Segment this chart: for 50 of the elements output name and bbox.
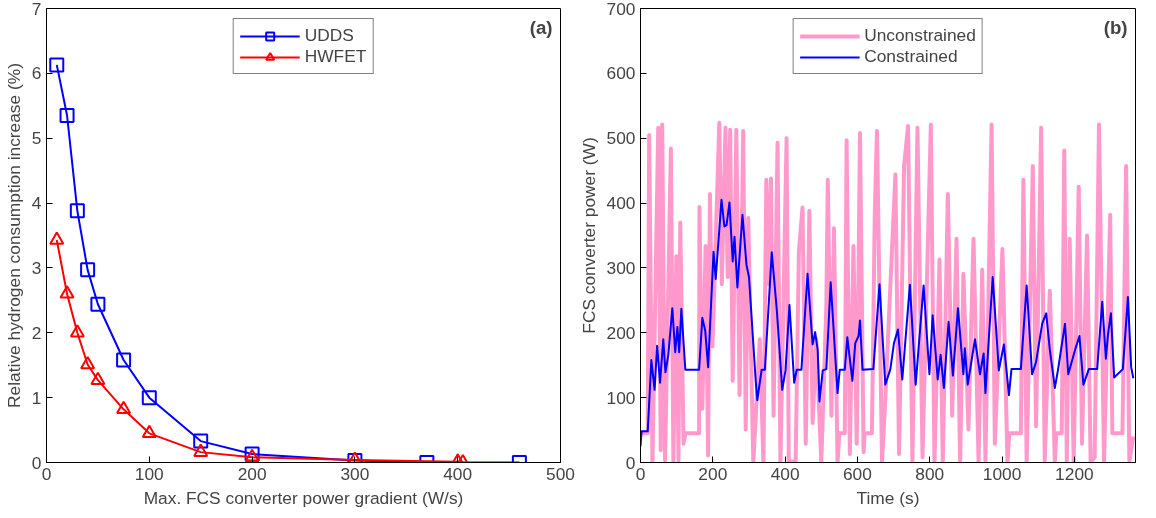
point xyxy=(80,262,96,278)
point xyxy=(59,285,75,299)
x-tick-label: 100 xyxy=(134,463,164,484)
point xyxy=(49,231,65,245)
point xyxy=(59,108,75,124)
y-tick-label: 200 xyxy=(606,322,636,343)
x-tick-label: 1000 xyxy=(982,463,1022,484)
point xyxy=(90,371,106,385)
x-tick-label: 400 xyxy=(443,463,473,484)
point xyxy=(193,443,209,457)
point xyxy=(49,57,65,73)
point xyxy=(116,400,132,415)
point xyxy=(90,296,106,312)
x-tick-label: 200 xyxy=(237,463,267,484)
x-tick-label: 800 xyxy=(915,463,945,484)
point xyxy=(80,356,96,370)
x-tick-label: 500 xyxy=(546,463,575,484)
y-tick-label: 2 xyxy=(31,322,42,343)
point xyxy=(69,324,85,338)
x-axis-title: Time (s) xyxy=(856,487,920,508)
x-tick-label: 600 xyxy=(842,463,872,484)
y-tick-label: 7 xyxy=(31,0,42,19)
y-tick-label: 4 xyxy=(31,193,42,214)
y-tick-label: 600 xyxy=(606,63,636,84)
y-axis-title: Relative hydrogen consumption increase (%) xyxy=(3,63,24,408)
y-tick-label: 3 xyxy=(31,257,42,278)
y-tick-label: 700 xyxy=(606,0,636,19)
annotation: (b) xyxy=(1103,16,1128,38)
point xyxy=(116,352,132,368)
legend-label: Constrained xyxy=(864,46,958,67)
line-series xyxy=(640,198,1135,448)
legend-label: UDDS xyxy=(304,25,354,46)
x-tick-label: 400 xyxy=(770,463,800,484)
x-tick-label: 300 xyxy=(340,463,370,484)
point xyxy=(141,424,157,439)
legend-label: Unconstrained xyxy=(864,25,976,46)
y-tick-label: 6 xyxy=(31,63,42,84)
y-tick-label: 5 xyxy=(31,128,42,149)
y-tick-label: 500 xyxy=(606,128,636,149)
legend-label: HWFET xyxy=(304,46,367,67)
x-axis-title: Max. FCS converter power gradient (W/s) xyxy=(143,487,464,508)
x-tick-label: 200 xyxy=(698,463,728,484)
y-tick-label: 400 xyxy=(606,193,636,214)
y-axis-title: FCS converter power (W) xyxy=(578,137,599,334)
annotation: (a) xyxy=(529,16,553,38)
point xyxy=(69,203,85,219)
y-tick-label: 1 xyxy=(31,387,42,408)
y-tick-label: 300 xyxy=(606,257,636,278)
x-tick-label: 1200 xyxy=(1055,463,1094,484)
y-tick-label: 100 xyxy=(606,387,636,408)
